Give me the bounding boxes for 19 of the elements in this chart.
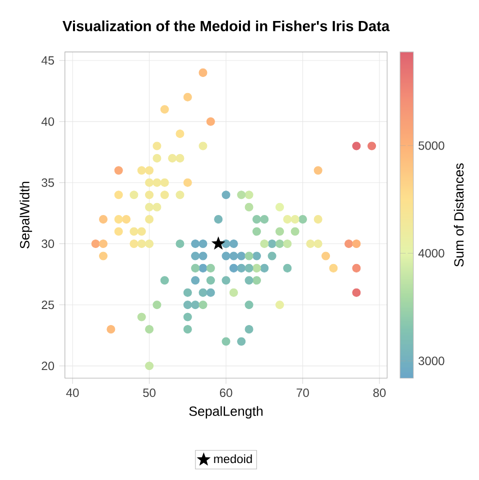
color-bar-label: 4000 [418,249,444,258]
x-tick-label: 60 [220,388,232,398]
y-tick-label: 20 [42,362,54,370]
color-bar-title: Sum of Distances [454,163,464,267]
y-tick-label: 25 [42,300,54,310]
x-tick-label: 70 [296,388,309,398]
legend-label: medoid [214,454,252,464]
chart-title: Visualization of the Medoid in Fisher's Iris Data [62,20,390,32]
y-axis-title: SepalWidth [20,182,32,248]
y-tick-label: 45 [41,56,54,65]
y-tick-label: 35 [42,178,54,187]
x-tick-label: 40 [66,388,79,398]
x-tick-label: 50 [143,388,156,398]
color-bar-label: 3000 [418,356,444,366]
y-tick-label: 30 [42,239,54,248]
y-tick-label: 40 [41,117,54,126]
x-axis-title: SepalLength [189,406,263,419]
color-bar-label: 5000 [418,141,444,150]
x-tick-label: 80 [373,388,386,398]
